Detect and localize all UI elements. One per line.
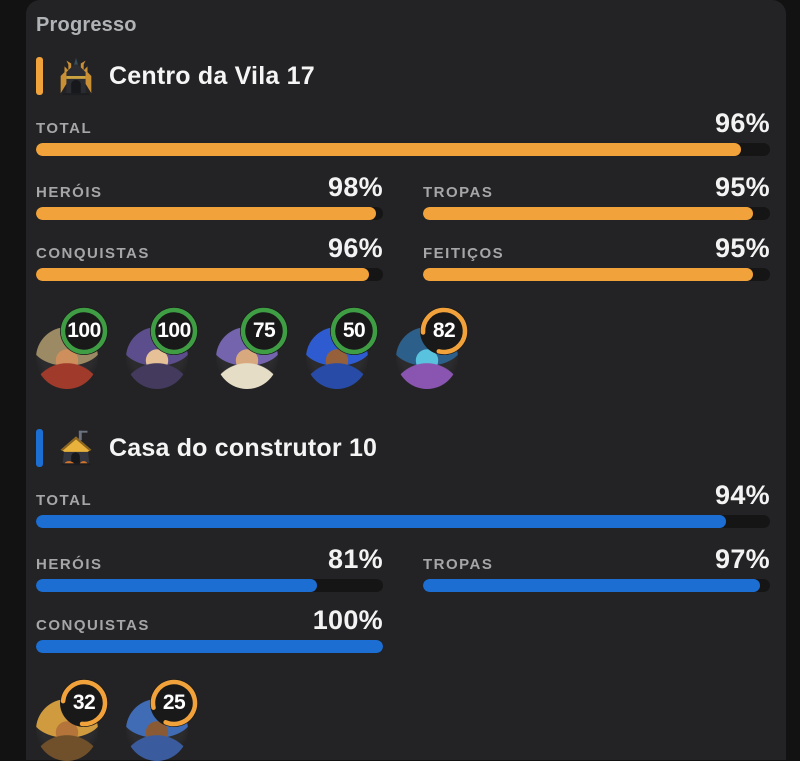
progress-bar-fill <box>36 143 741 156</box>
builder-hall-icon <box>53 425 99 471</box>
stat-herois: HERÓIS 81% <box>36 545 383 592</box>
stat-value: 98% <box>328 172 383 202</box>
section-title: Centro da Vila 17 <box>109 61 315 90</box>
progress-bar-fill <box>423 579 760 592</box>
stat-grid: HERÓIS 98% TROPAS 95% CONQUISTAS <box>36 173 770 281</box>
progress-bar-fill <box>36 515 726 528</box>
progress-bar-track <box>36 268 383 281</box>
section-home-village: Centro da Vila 17 TOTAL 96% HERÓIS 98% <box>36 53 770 389</box>
hero-avatars-row: 32 25 <box>36 679 770 761</box>
progress-bar-fill <box>36 268 370 281</box>
progress-bar-track <box>423 579 770 592</box>
section-title: Casa do construtor 10 <box>109 433 378 462</box>
hero-level: 25 <box>162 691 186 714</box>
progress-bar-track <box>36 143 770 156</box>
hero-royal-champion[interactable]: 50 <box>306 307 378 389</box>
stat-value: 96% <box>715 108 770 138</box>
stat-label: HERÓIS <box>36 556 103 573</box>
stat-label: TROPAS <box>423 184 494 201</box>
level-badge: 100 <box>60 307 108 355</box>
progress-bar-track <box>36 515 770 528</box>
progress-bar-fill <box>36 579 318 592</box>
stat-label: FEITIÇOS <box>423 245 505 262</box>
section-header-builder-base: Casa do construtor 10 <box>36 425 770 471</box>
hero-minion-prince[interactable]: 82 <box>396 307 468 389</box>
hero-grand-warden[interactable]: 75 <box>216 307 288 389</box>
hero-level: 50 <box>342 319 366 342</box>
stat-value: 81% <box>328 544 383 574</box>
stat-value: 94% <box>715 480 770 510</box>
section-builder-base: Casa do construtor 10 TOTAL 94% HERÓIS 8… <box>36 425 770 761</box>
stat-label: TOTAL <box>36 492 93 509</box>
hero-level: 82 <box>432 319 456 342</box>
section-accent-bar <box>36 429 43 467</box>
hero-level: 75 <box>252 319 276 342</box>
stat-conquistas: CONQUISTAS 96% <box>36 234 383 281</box>
progress-bar-track <box>36 579 383 592</box>
level-badge: 25 <box>150 679 198 727</box>
stat-conquistas: CONQUISTAS 100% <box>36 606 383 653</box>
town-hall-icon <box>53 53 99 99</box>
hero-level: 100 <box>67 319 101 342</box>
hero-archer-queen[interactable]: 100 <box>126 307 198 389</box>
stat-total: TOTAL 96% <box>36 109 770 156</box>
hero-battle-copter[interactable]: 25 <box>126 679 198 761</box>
stat-tropas: TROPAS 97% <box>423 545 770 592</box>
stat-herois: HERÓIS 98% <box>36 173 383 220</box>
progress-bar-track <box>423 268 770 281</box>
stat-feiticos: FEITIÇOS 95% <box>423 234 770 281</box>
stat-label: HERÓIS <box>36 184 103 201</box>
stat-value: 97% <box>715 544 770 574</box>
hero-level: 32 <box>72 691 96 714</box>
stat-value: 95% <box>715 233 770 263</box>
stat-label: CONQUISTAS <box>36 245 150 262</box>
stat-label: TROPAS <box>423 556 494 573</box>
stat-total: TOTAL 94% <box>36 481 770 528</box>
stat-grid: HERÓIS 81% TROPAS 97% CONQUISTAS <box>36 545 770 653</box>
hero-battle-machine[interactable]: 32 <box>36 679 108 761</box>
stat-tropas: TROPAS 95% <box>423 173 770 220</box>
section-header-home-village: Centro da Vila 17 <box>36 53 770 99</box>
progress-bar-fill <box>423 207 753 220</box>
stat-value: 100% <box>312 605 383 635</box>
progress-bar-track <box>36 640 383 653</box>
progress-bar-track <box>423 207 770 220</box>
progress-panel: Progresso Centro da Vila 17 TOTAL <box>26 0 786 761</box>
stat-value: 95% <box>715 172 770 202</box>
progress-bar-track <box>36 207 383 220</box>
hero-avatars-row: 100 100 75 50 <box>36 307 770 389</box>
level-badge: 100 <box>150 307 198 355</box>
stat-value: 96% <box>328 233 383 263</box>
hero-level: 100 <box>157 319 191 342</box>
level-badge: 75 <box>240 307 288 355</box>
progress-bar-fill <box>36 640 383 653</box>
level-badge: 82 <box>420 307 468 355</box>
page-title: Progresso <box>36 14 137 36</box>
stat-label: CONQUISTAS <box>36 617 150 634</box>
progress-bar-fill <box>36 207 377 220</box>
level-badge: 32 <box>60 679 108 727</box>
section-accent-bar <box>36 57 43 95</box>
progress-bar-fill <box>423 268 753 281</box>
hero-barbarian-king[interactable]: 100 <box>36 307 108 389</box>
level-badge: 50 <box>330 307 378 355</box>
stat-label: TOTAL <box>36 120 93 137</box>
